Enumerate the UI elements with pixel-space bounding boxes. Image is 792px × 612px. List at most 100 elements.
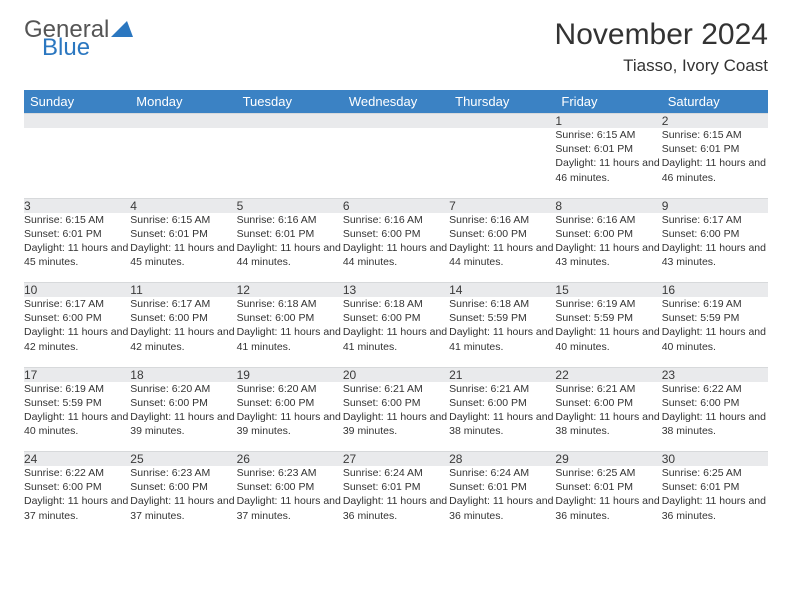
day-number-cell: 21 (449, 367, 555, 382)
day-content-row: Sunrise: 6:17 AMSunset: 6:00 PMDaylight:… (24, 297, 768, 367)
brand-logo: General Blue (24, 18, 133, 60)
day-content-cell: Sunrise: 6:22 AMSunset: 6:00 PMDaylight:… (662, 382, 768, 452)
calendar-table: Sunday Monday Tuesday Wednesday Thursday… (24, 90, 768, 536)
header: General Blue November 2024 Tiasso, Ivory… (24, 18, 768, 76)
daylight-text: Daylight: 11 hours and 45 minutes. (24, 241, 130, 269)
sunset-text: Sunset: 6:00 PM (555, 396, 661, 410)
day-content-cell (130, 128, 236, 198)
day-number-cell: 14 (449, 283, 555, 298)
daylight-text: Daylight: 11 hours and 40 minutes. (24, 410, 130, 438)
sunset-text: Sunset: 6:01 PM (343, 480, 449, 494)
day-number-cell: 2 (662, 114, 768, 129)
sunrise-text: Sunrise: 6:25 AM (662, 466, 768, 480)
sunrise-text: Sunrise: 6:20 AM (237, 382, 343, 396)
day-content-cell (449, 128, 555, 198)
day-content-cell: Sunrise: 6:23 AMSunset: 6:00 PMDaylight:… (130, 466, 236, 536)
weekday-header: Sunday (24, 90, 130, 114)
daylight-text: Daylight: 11 hours and 36 minutes. (449, 494, 555, 522)
day-content-row: Sunrise: 6:22 AMSunset: 6:00 PMDaylight:… (24, 466, 768, 536)
sunrise-text: Sunrise: 6:16 AM (449, 213, 555, 227)
sunset-text: Sunset: 6:00 PM (24, 311, 130, 325)
day-number-cell: 1 (555, 114, 661, 129)
sunset-text: Sunset: 6:00 PM (343, 227, 449, 241)
sunset-text: Sunset: 6:01 PM (237, 227, 343, 241)
sunrise-text: Sunrise: 6:18 AM (343, 297, 449, 311)
sunrise-text: Sunrise: 6:18 AM (237, 297, 343, 311)
day-content-cell: Sunrise: 6:23 AMSunset: 6:00 PMDaylight:… (237, 466, 343, 536)
daylight-text: Daylight: 11 hours and 45 minutes. (130, 241, 236, 269)
day-number-row: 10111213141516 (24, 283, 768, 298)
sunrise-text: Sunrise: 6:24 AM (343, 466, 449, 480)
day-number-cell: 20 (343, 367, 449, 382)
day-content-row: Sunrise: 6:15 AMSunset: 6:01 PMDaylight:… (24, 213, 768, 283)
sunrise-text: Sunrise: 6:19 AM (662, 297, 768, 311)
day-number-row: 24252627282930 (24, 452, 768, 467)
day-number-cell: 10 (24, 283, 130, 298)
day-content-cell: Sunrise: 6:19 AMSunset: 5:59 PMDaylight:… (24, 382, 130, 452)
location-label: Tiasso, Ivory Coast (555, 56, 768, 76)
daylight-text: Daylight: 11 hours and 42 minutes. (24, 325, 130, 353)
sunset-text: Sunset: 5:59 PM (555, 311, 661, 325)
daylight-text: Daylight: 11 hours and 38 minutes. (449, 410, 555, 438)
sunset-text: Sunset: 6:01 PM (130, 227, 236, 241)
sunrise-text: Sunrise: 6:22 AM (24, 466, 130, 480)
day-content-cell: Sunrise: 6:18 AMSunset: 6:00 PMDaylight:… (237, 297, 343, 367)
sunrise-text: Sunrise: 6:23 AM (237, 466, 343, 480)
day-number-cell: 13 (343, 283, 449, 298)
day-number-cell: 5 (237, 198, 343, 213)
sunrise-text: Sunrise: 6:22 AM (662, 382, 768, 396)
sunset-text: Sunset: 6:00 PM (237, 311, 343, 325)
day-number-cell: 8 (555, 198, 661, 213)
day-content-cell: Sunrise: 6:21 AMSunset: 6:00 PMDaylight:… (555, 382, 661, 452)
sunset-text: Sunset: 6:00 PM (555, 227, 661, 241)
day-number-cell: 29 (555, 452, 661, 467)
day-content-cell (343, 128, 449, 198)
daylight-text: Daylight: 11 hours and 38 minutes. (555, 410, 661, 438)
sunrise-text: Sunrise: 6:24 AM (449, 466, 555, 480)
day-content-cell: Sunrise: 6:21 AMSunset: 6:00 PMDaylight:… (449, 382, 555, 452)
daylight-text: Daylight: 11 hours and 37 minutes. (237, 494, 343, 522)
day-number-row: 17181920212223 (24, 367, 768, 382)
daylight-text: Daylight: 11 hours and 42 minutes. (130, 325, 236, 353)
day-number-cell: 12 (237, 283, 343, 298)
sunrise-text: Sunrise: 6:23 AM (130, 466, 236, 480)
day-content-cell: Sunrise: 6:15 AMSunset: 6:01 PMDaylight:… (24, 213, 130, 283)
weekday-header: Wednesday (343, 90, 449, 114)
sunrise-text: Sunrise: 6:21 AM (343, 382, 449, 396)
day-number-cell: 25 (130, 452, 236, 467)
sunrise-text: Sunrise: 6:17 AM (662, 213, 768, 227)
sunset-text: Sunset: 6:00 PM (237, 480, 343, 494)
day-content-cell: Sunrise: 6:15 AMSunset: 6:01 PMDaylight:… (555, 128, 661, 198)
day-number-cell: 23 (662, 367, 768, 382)
sunrise-text: Sunrise: 6:16 AM (555, 213, 661, 227)
day-content-cell: Sunrise: 6:25 AMSunset: 6:01 PMDaylight:… (555, 466, 661, 536)
day-number-cell: 4 (130, 198, 236, 213)
sunset-text: Sunset: 6:00 PM (130, 311, 236, 325)
daylight-text: Daylight: 11 hours and 41 minutes. (343, 325, 449, 353)
daylight-text: Daylight: 11 hours and 40 minutes. (555, 325, 661, 353)
daylight-text: Daylight: 11 hours and 36 minutes. (555, 494, 661, 522)
sunrise-text: Sunrise: 6:20 AM (130, 382, 236, 396)
daylight-text: Daylight: 11 hours and 40 minutes. (662, 325, 768, 353)
sunset-text: Sunset: 6:01 PM (662, 142, 768, 156)
day-content-cell: Sunrise: 6:17 AMSunset: 6:00 PMDaylight:… (130, 297, 236, 367)
sunrise-text: Sunrise: 6:15 AM (662, 128, 768, 142)
sunset-text: Sunset: 6:01 PM (662, 480, 768, 494)
sunset-text: Sunset: 6:00 PM (449, 227, 555, 241)
sunset-text: Sunset: 6:01 PM (449, 480, 555, 494)
day-content-cell: Sunrise: 6:19 AMSunset: 5:59 PMDaylight:… (555, 297, 661, 367)
day-content-cell: Sunrise: 6:25 AMSunset: 6:01 PMDaylight:… (662, 466, 768, 536)
day-content-cell: Sunrise: 6:20 AMSunset: 6:00 PMDaylight:… (130, 382, 236, 452)
sunset-text: Sunset: 6:01 PM (24, 227, 130, 241)
daylight-text: Daylight: 11 hours and 43 minutes. (555, 241, 661, 269)
day-number-cell (24, 114, 130, 129)
day-content-cell: Sunrise: 6:24 AMSunset: 6:01 PMDaylight:… (343, 466, 449, 536)
daylight-text: Daylight: 11 hours and 41 minutes. (237, 325, 343, 353)
day-content-cell (24, 128, 130, 198)
weekday-header: Tuesday (237, 90, 343, 114)
day-content-cell: Sunrise: 6:15 AMSunset: 6:01 PMDaylight:… (662, 128, 768, 198)
day-content-cell: Sunrise: 6:22 AMSunset: 6:00 PMDaylight:… (24, 466, 130, 536)
daylight-text: Daylight: 11 hours and 44 minutes. (237, 241, 343, 269)
sunrise-text: Sunrise: 6:21 AM (555, 382, 661, 396)
day-number-cell: 27 (343, 452, 449, 467)
